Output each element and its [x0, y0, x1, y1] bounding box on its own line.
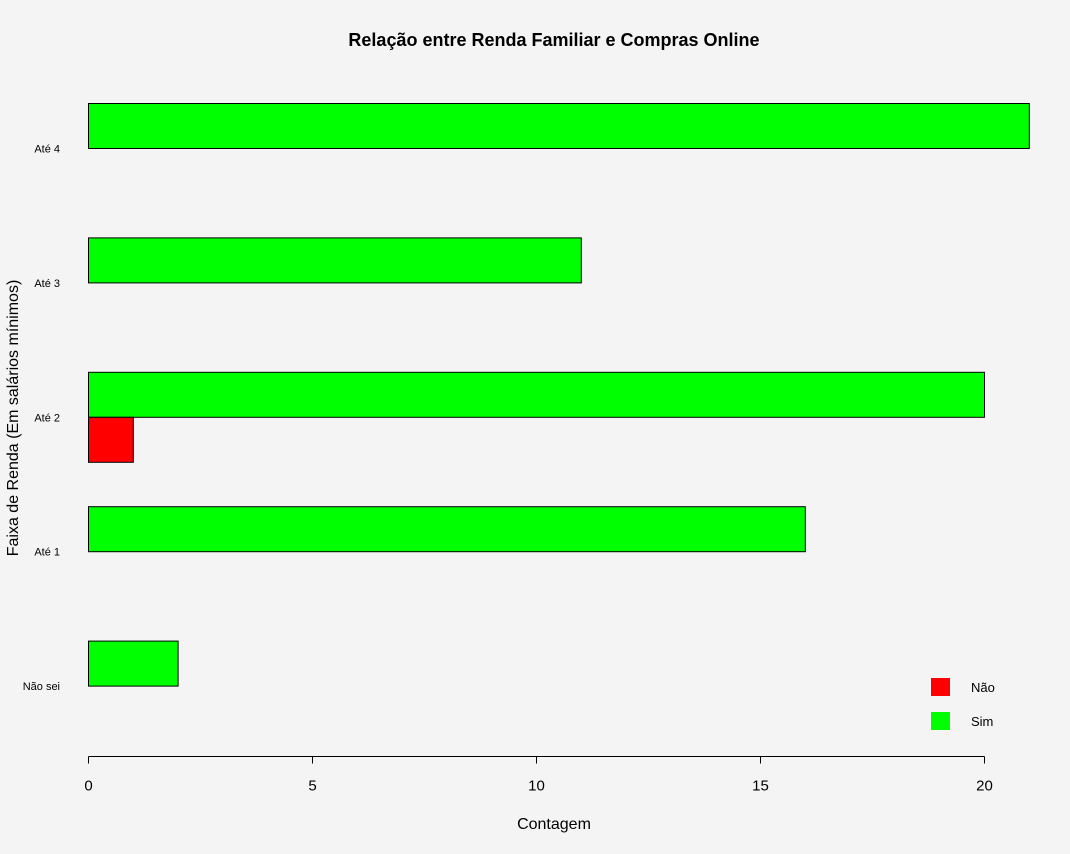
bar-sim-0 — [88, 640, 179, 687]
x-tick-label-4: 20 — [976, 778, 993, 795]
legend-swatch-1 — [931, 712, 950, 730]
bar-sim-2 — [88, 371, 985, 418]
x-tick-label-0: 0 — [84, 778, 92, 795]
y-axis-categories: Não sei Até 1 Até 2 Até 3 Até 4 — [23, 144, 60, 694]
x-tick-label-3: 15 — [752, 778, 769, 795]
chart-title: Relação entre Renda Familiar e Compras O… — [348, 30, 759, 50]
x-axis: 0 5 10 15 20 — [84, 756, 993, 795]
bar-n-o-2 — [88, 416, 134, 463]
legend-label-1: Sim — [971, 714, 993, 729]
bar-sim-1 — [88, 506, 806, 553]
category-label-3: Até 3 — [34, 278, 60, 290]
category-label-1: Até 1 — [34, 547, 60, 559]
bar-sim-4 — [88, 103, 1030, 149]
bar-sim-3 — [88, 237, 582, 284]
bars-layer — [88, 103, 1030, 687]
legend-swatch-0 — [931, 678, 950, 696]
legend-label-0: Não — [971, 680, 995, 695]
x-tick-label-2: 10 — [528, 778, 545, 795]
y-axis-label: Faixa de Renda (Em salários mínimos) — [5, 280, 22, 557]
category-label-2: Até 2 — [34, 412, 60, 424]
legend: Não Sim — [931, 678, 995, 730]
x-tick-label-1: 5 — [308, 778, 316, 795]
x-axis-label: Contagem — [517, 816, 591, 833]
category-label-0: Não sei — [23, 681, 60, 693]
category-label-4: Até 4 — [34, 144, 60, 156]
